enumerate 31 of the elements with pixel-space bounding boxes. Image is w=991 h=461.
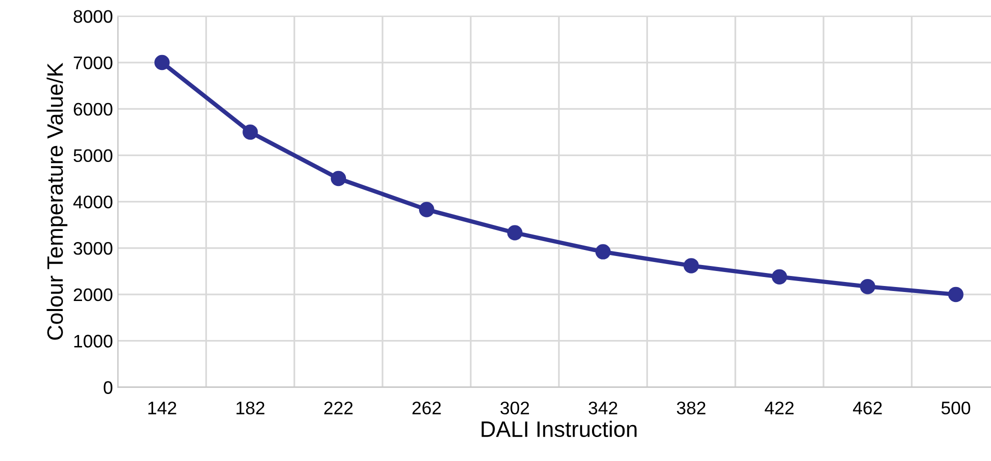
point (595, 244, 611, 260)
point (684, 258, 699, 274)
point (948, 286, 964, 302)
x-tick-label: 342 (588, 402, 618, 414)
x-axis-title: DALI Instruction (482, 420, 637, 438)
point (507, 225, 522, 240)
point (330, 170, 346, 186)
point (242, 124, 258, 140)
x-tick-label: 142 (148, 402, 176, 414)
y-tick-label: 8000 (74, 10, 112, 23)
x-tick-label: 182 (236, 402, 264, 414)
y-tick-label: 3000 (74, 242, 112, 255)
y-tick-label: 0 (104, 381, 112, 394)
x-tick-label: 462 (852, 402, 882, 414)
y-tick-label: 6000 (74, 102, 112, 116)
point (418, 202, 434, 218)
x-tick-label: 222 (324, 402, 353, 414)
x-tick-label: 382 (676, 402, 706, 414)
x-tick-label: 302 (500, 402, 529, 414)
y-tick-label: 2000 (74, 288, 112, 302)
point (860, 278, 876, 294)
y-tick-label: 1000 (74, 334, 112, 348)
y-tick-label: 5000 (74, 149, 112, 162)
point (772, 269, 788, 284)
y-axis-title: Colour Temperature Value/K (46, 62, 68, 340)
x-tick-label: 262 (412, 402, 441, 414)
y-tick-label: 7000 (74, 56, 112, 70)
x-tick-label: 422 (764, 402, 794, 414)
y-tick-label: 4000 (73, 196, 112, 208)
point (154, 54, 170, 70)
x-tick-label: 500 (941, 402, 970, 414)
